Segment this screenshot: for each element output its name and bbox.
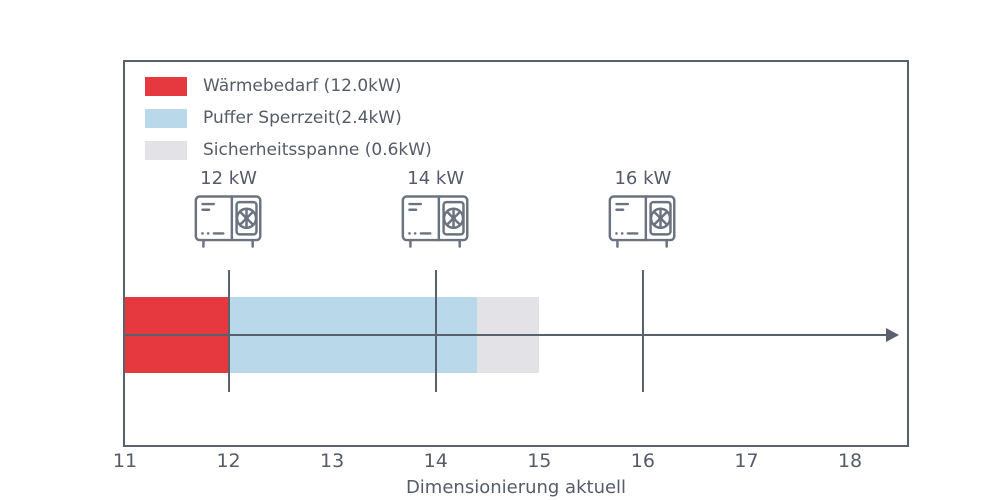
x-tick-label: 15 [527,450,552,472]
x-tick-label: 14 [423,450,448,472]
x-tick-label: 18 [837,450,863,472]
x-axis-arrow-line [125,334,887,336]
legend: Wärmebedarf (12.0kW) Puffer Sperrzeit(2.4… [145,76,432,160]
marker-label: 12 kW [200,168,257,189]
marker-vline [641,270,644,392]
legend-label: Puffer Sperrzeit(2.4kW) [203,108,402,128]
legend-swatch [145,108,187,128]
marker-vline [227,270,230,392]
marker-label: 14 kW [407,168,465,189]
heat-pump-icon-wrap [607,193,679,253]
x-tick-label: 13 [320,450,345,472]
heat-pump-icon [608,195,676,248]
plot-area: Wärmebedarf (12.0kW) Puffer Sperrzeit(2.4… [123,60,909,447]
x-axis-ticks: 11 12 13 14 15 16 17 18 [113,450,907,474]
heat-pump-icon-wrap [193,193,265,253]
legend-item: Puffer Sperrzeit(2.4kW) [145,108,432,128]
x-axis-arrowhead [886,328,899,342]
heat-pump-icon [194,195,262,248]
x-tick-label: 16 [630,450,655,472]
legend-label: Wärmebedarf (12.0kW) [203,76,402,96]
x-tick-label: 11 [112,450,138,472]
legend-item: Sicherheitsspanne (0.6kW) [145,140,432,160]
legend-swatch [145,140,187,160]
marker-label: 16 kW [614,168,672,189]
marker-vline [434,270,437,392]
heat-pump-icon-wrap [400,193,472,253]
x-tick-label: 17 [734,450,759,472]
legend-label: Sicherheitsspanne (0.6kW) [203,140,432,160]
x-axis-title: Dimensionierung aktuell [405,477,627,498]
legend-swatch [145,76,187,96]
x-tick-label: 12 [216,450,241,472]
heat-pump-icon [401,195,469,248]
legend-item: Wärmebedarf (12.0kW) [145,76,432,96]
